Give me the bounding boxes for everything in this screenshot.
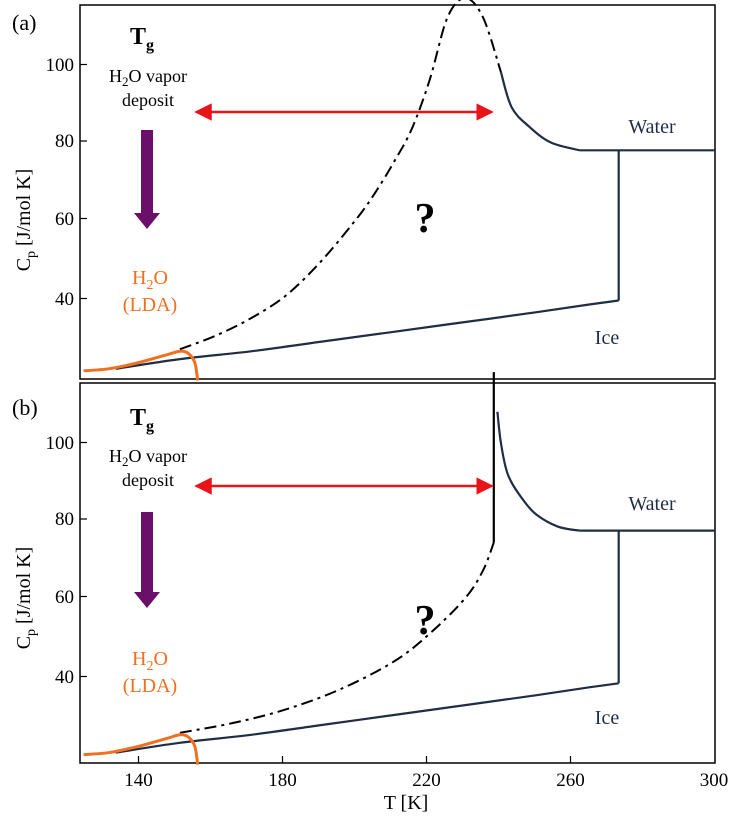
panel-b-question: ? <box>415 598 436 644</box>
panel-b-x-axis: 140 180 220 260 300 T [K] <box>124 756 728 814</box>
panel-b-ytick-label-60: 60 <box>55 587 74 608</box>
panel-b-frame <box>79 382 716 764</box>
panel-a-lda-h: H <box>132 267 146 289</box>
panel-a-deposit-sub: 2 <box>122 74 129 89</box>
panel-b-ylabel-main: C <box>13 636 35 649</box>
panel-b-lda-h: H <box>132 648 146 670</box>
panel-b-deposit-sub: 2 <box>122 454 129 469</box>
panel-a-lda-sub: 2 <box>147 278 154 293</box>
panel-b-lda-line2: (LDA) <box>123 675 177 697</box>
panel-b-deposit-post: O vapor <box>129 446 187 466</box>
panel-a-lda-line2: (LDA) <box>123 294 177 316</box>
panel-b-tg-main: T <box>130 405 146 431</box>
panel-b: (b) 40 60 80 100 Cp [J/mol K] 140 180 22… <box>12 372 728 814</box>
panel-a-ytick-label-100: 100 <box>46 55 75 76</box>
panel-b-label: (b) <box>12 395 38 420</box>
panel-a-ytick-label-40: 40 <box>55 289 74 310</box>
panel-a-water-label: Water <box>628 116 676 138</box>
panel-a-ylabel-sub: p <box>24 251 39 258</box>
panel-a-question: ? <box>415 196 436 242</box>
panel-a-tg-main: T <box>130 24 146 50</box>
panel-a: (a) 40 60 80 100 Cp [J/mol K] Tg H2O vap… <box>12 0 716 381</box>
panel-a-frame <box>79 4 716 380</box>
panel-b-lda-line <box>83 733 200 765</box>
panel-a-hypothetical-line <box>179 0 502 351</box>
panel-a-tg-label: Tg <box>130 24 154 54</box>
panel-b-hypothetical-line <box>179 542 495 734</box>
panel-a-deposit-post: O vapor <box>129 66 187 86</box>
panel-a-label: (a) <box>12 10 36 35</box>
panel-a-lda-post: O <box>154 267 168 289</box>
panel-b-deposit-h: H <box>109 446 122 466</box>
panel-b-deposit-line1: H2O vapor <box>109 446 187 469</box>
panel-b-ytick-label-80: 80 <box>55 509 74 530</box>
panel-a-ylabel-units: [J/mol K] <box>13 169 35 251</box>
panel-a-deposit-line1: H2O vapor <box>109 66 187 89</box>
panel-b-ice-line <box>115 682 619 754</box>
panel-b-lda-sub: 2 <box>147 659 154 674</box>
panel-a-plot: Tg H2O vapor deposit H2O (LDA) ? Water I… <box>83 0 715 381</box>
panel-a-supercooled-line <box>499 71 580 152</box>
panel-b-ytick-label-100: 100 <box>46 433 75 454</box>
panel-a-deposit-line2: deposit <box>122 90 174 110</box>
panel-a-tg-sub: g <box>146 37 154 54</box>
panel-b-supercooled-line <box>496 411 580 532</box>
panel-b-ylabel-sub: p <box>24 629 39 636</box>
panel-a-lda-line1: H2O <box>132 267 168 293</box>
panel-b-xlabel: T [K] <box>384 792 429 814</box>
panel-a-lda-line <box>83 349 200 381</box>
panel-a-ice-label: Ice <box>595 327 620 349</box>
panel-b-y-axis: 40 60 80 100 Cp [J/mol K] <box>13 433 87 688</box>
panel-b-tg-sub: g <box>146 418 154 435</box>
panel-b-ytick-label-40: 40 <box>55 667 74 688</box>
panel-b-water-label: Water <box>628 493 676 515</box>
panel-a-down-arrow <box>134 130 160 229</box>
panel-b-lda-line1: H2O <box>132 648 168 674</box>
panel-a-deposit-h: H <box>109 66 122 86</box>
panel-b-xtick-label-300: 300 <box>700 770 729 791</box>
panel-b-xtick-label-260: 260 <box>556 770 585 791</box>
panel-b-xtick-label-220: 220 <box>412 770 441 791</box>
panel-b-ylabel: Cp [J/mol K] <box>13 547 39 650</box>
panel-b-down-arrow <box>134 512 160 608</box>
panel-a-ylabel: Cp [J/mol K] <box>13 169 39 272</box>
panel-a-ylabel-main: C <box>13 258 35 271</box>
panel-a-ytick-label-60: 60 <box>55 209 74 230</box>
panel-a-ice-line <box>115 299 619 370</box>
panel-b-xtick-label-180: 180 <box>268 770 297 791</box>
panel-a-ytick-label-80: 80 <box>55 131 74 152</box>
panel-a-y-axis: 40 60 80 100 Cp [J/mol K] <box>13 55 87 310</box>
panel-b-ice-label: Ice <box>595 707 620 729</box>
panel-b-tg-label: Tg <box>130 405 154 435</box>
panel-b-xtick-label-140: 140 <box>124 770 153 791</box>
panel-b-ylabel-units: [J/mol K] <box>13 547 35 629</box>
panel-b-lda-post: O <box>154 648 168 670</box>
panel-b-plot: Tg H2O vapor deposit H2O (LDA) ? Water I… <box>83 372 715 765</box>
panel-b-deposit-line2: deposit <box>122 470 174 490</box>
